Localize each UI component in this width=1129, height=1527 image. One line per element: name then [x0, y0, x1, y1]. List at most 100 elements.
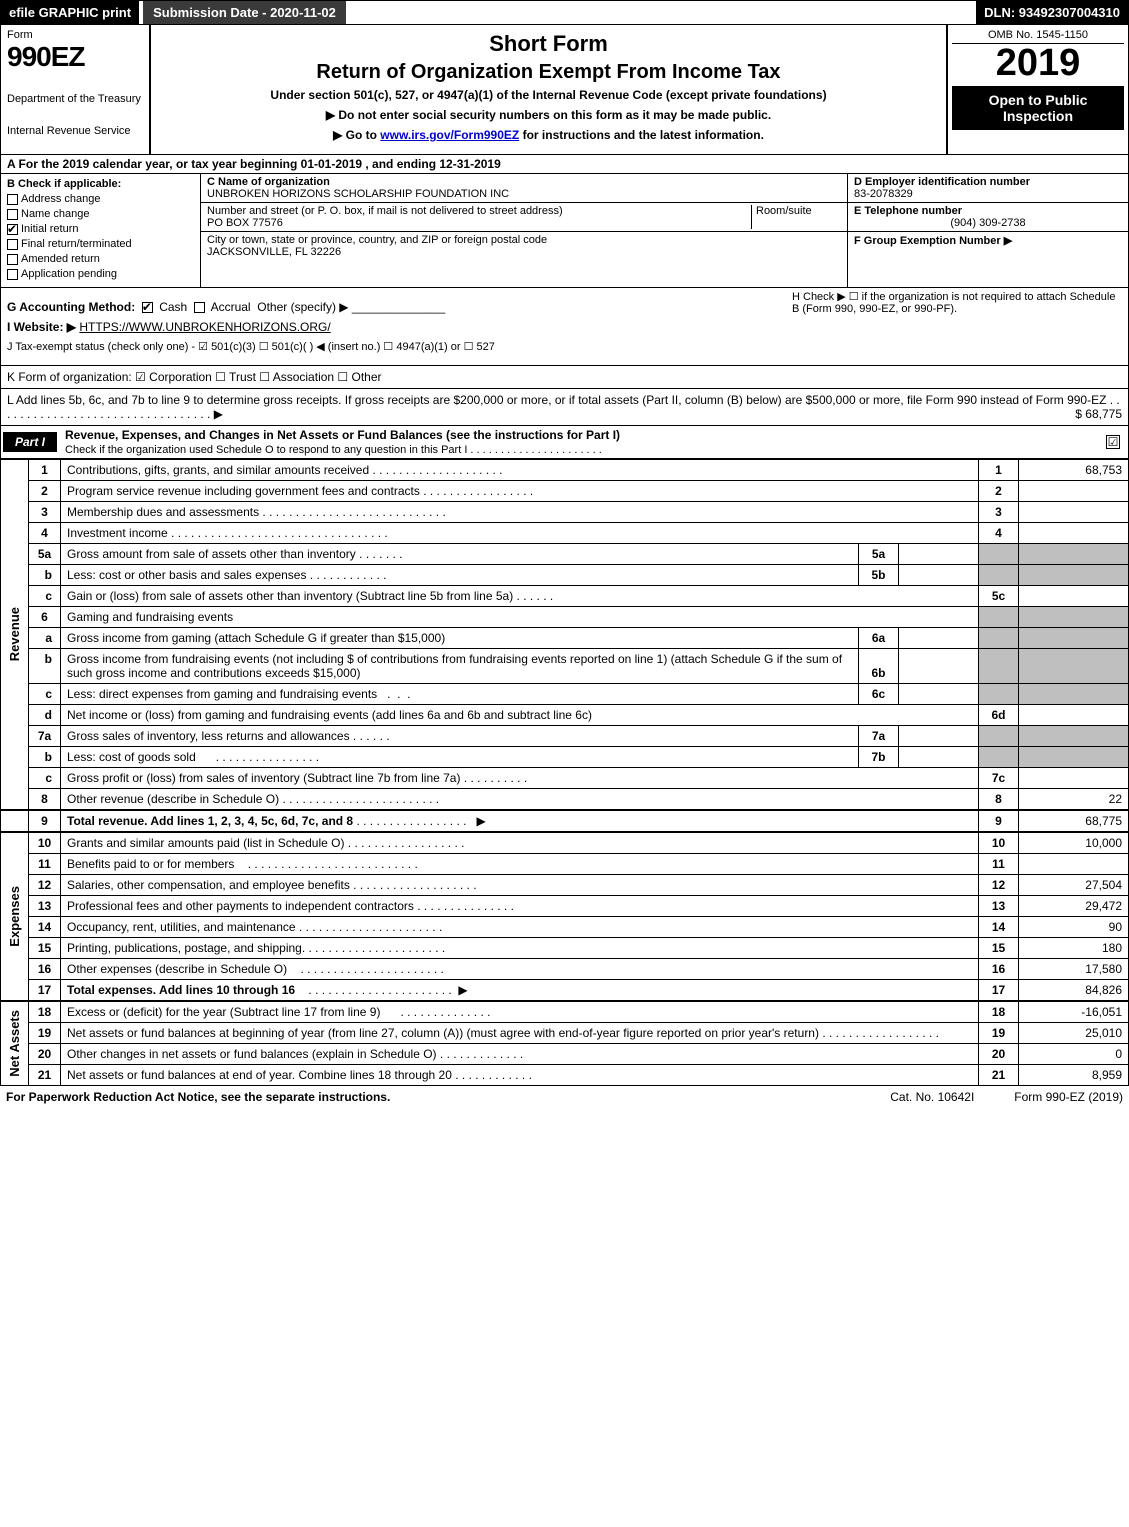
- city-label: City or town, state or province, country…: [207, 234, 547, 246]
- line-desc: Benefits paid to or for members . . . . …: [61, 854, 979, 875]
- check-final-return[interactable]: Final return/terminated: [7, 238, 194, 250]
- line-num: c: [29, 768, 61, 789]
- form-header: Form 990EZ Department of the Treasury In…: [0, 25, 1129, 155]
- line-num: 9: [29, 810, 61, 832]
- line-desc: Total expenses. Add lines 10 through 16 …: [61, 980, 979, 1002]
- line-desc: Gain or (loss) from sale of assets other…: [61, 586, 979, 607]
- row-g-other: Other (specify) ▶: [257, 300, 348, 314]
- line-right-num: 3: [979, 502, 1019, 523]
- line-value: [1019, 768, 1129, 789]
- line-desc: Other expenses (describe in Schedule O) …: [61, 959, 979, 980]
- line-right-num: 16: [979, 959, 1019, 980]
- part1-table: Revenue 1 Contributions, gifts, grants, …: [0, 459, 1129, 1086]
- line-desc: Gross income from gaming (attach Schedul…: [61, 628, 859, 649]
- shaded-cell: [979, 684, 1019, 705]
- mid-value: [899, 726, 979, 747]
- line-num: 1: [29, 460, 61, 481]
- line-num: b: [29, 649, 61, 684]
- line-right-num: 19: [979, 1023, 1019, 1044]
- ein-label: D Employer identification number: [854, 176, 1030, 188]
- line-num: 17: [29, 980, 61, 1002]
- row-l-text: L Add lines 5b, 6c, and 7b to line 9 to …: [7, 393, 1120, 421]
- ein-value: 83-2078329: [854, 188, 913, 200]
- row-g-label: G Accounting Method:: [7, 300, 135, 314]
- check-name-change[interactable]: Name change: [7, 208, 194, 220]
- row-j: J Tax-exempt status (check only one) - ☑…: [7, 340, 1122, 353]
- col-b-title: B Check if applicable:: [7, 178, 194, 190]
- line-num: d: [29, 705, 61, 726]
- phone-block: E Telephone number (904) 309-2738: [848, 203, 1128, 232]
- col-b-checkboxes: B Check if applicable: Address change Na…: [1, 174, 201, 287]
- street-value: PO BOX 77576: [207, 217, 283, 229]
- mid-value: [899, 684, 979, 705]
- shaded-cell: [1019, 649, 1129, 684]
- shaded-cell: [979, 544, 1019, 565]
- city-value: JACKSONVILLE, FL 32226: [207, 246, 341, 258]
- mid-value: [899, 628, 979, 649]
- footer-notice: For Paperwork Reduction Act Notice, see …: [6, 1090, 390, 1104]
- shaded-cell: [1019, 628, 1129, 649]
- line-desc: Gross amount from sale of assets other t…: [61, 544, 859, 565]
- org-name: UNBROKEN HORIZONS SCHOLARSHIP FOUNDATION…: [207, 188, 509, 200]
- row-a-tax-year: A For the 2019 calendar year, or tax yea…: [0, 155, 1129, 174]
- line-value: [1019, 502, 1129, 523]
- goto-line: ▶ Go to www.irs.gov/Form990EZ for instru…: [157, 128, 940, 142]
- check-application-pending[interactable]: Application pending: [7, 268, 194, 280]
- org-name-label: C Name of organization: [207, 176, 330, 188]
- tax-year: 2019: [952, 44, 1124, 82]
- mid-line-num: 6b: [859, 649, 899, 684]
- mid-line-num: 7b: [859, 747, 899, 768]
- line-desc: Excess or (deficit) for the year (Subtra…: [61, 1001, 979, 1023]
- subtitle: Under section 501(c), 527, or 4947(a)(1)…: [157, 88, 940, 102]
- mid-value: [899, 649, 979, 684]
- line-right-num: 14: [979, 917, 1019, 938]
- website-value: HTTPS://WWW.UNBROKENHORIZONS.ORG/: [79, 320, 330, 334]
- check-cash[interactable]: [142, 302, 153, 313]
- netassets-section-label: Net Assets: [1, 1001, 29, 1086]
- return-title: Return of Organization Exempt From Incom…: [157, 61, 940, 84]
- efile-print-button[interactable]: efile GRAPHIC print: [1, 1, 139, 24]
- part1-checkbox[interactable]: ☑: [1106, 435, 1128, 450]
- line-right-num: 15: [979, 938, 1019, 959]
- line-num: c: [29, 684, 61, 705]
- line-desc: Net assets or fund balances at beginning…: [61, 1023, 979, 1044]
- line-num: 2: [29, 481, 61, 502]
- org-name-block: C Name of organization UNBROKEN HORIZONS…: [201, 174, 847, 203]
- ssn-warning: ▶ Do not enter social security numbers o…: [157, 108, 940, 122]
- line-desc: Printing, publications, postage, and shi…: [61, 938, 979, 959]
- line-desc: Gross profit or (loss) from sales of inv…: [61, 768, 979, 789]
- line-right-num: 8: [979, 789, 1019, 811]
- line-num: 20: [29, 1044, 61, 1065]
- goto-pre: ▶ Go to: [333, 128, 380, 142]
- line-num: b: [29, 747, 61, 768]
- check-accrual[interactable]: [194, 302, 205, 313]
- row-l-amount: $ 68,775: [1075, 407, 1122, 421]
- irs-link[interactable]: www.irs.gov/Form990EZ: [380, 128, 519, 142]
- short-form-title: Short Form: [157, 31, 940, 57]
- line-desc: Grants and similar amounts paid (list in…: [61, 832, 979, 854]
- line-value: 29,472: [1019, 896, 1129, 917]
- line-desc: Net assets or fund balances at end of ye…: [61, 1065, 979, 1086]
- line-desc: Program service revenue including govern…: [61, 481, 979, 502]
- line-desc: Gross sales of inventory, less returns a…: [61, 726, 859, 747]
- row-i: I Website: ▶ HTTPS://WWW.UNBROKENHORIZON…: [7, 320, 1122, 334]
- line-desc: Net income or (loss) from gaming and fun…: [61, 705, 979, 726]
- shaded-cell: [979, 628, 1019, 649]
- submission-date-button[interactable]: Submission Date - 2020-11-02: [143, 1, 346, 24]
- line-desc: Less: cost of goods sold . . . . . . . .…: [61, 747, 859, 768]
- line-desc: Salaries, other compensation, and employ…: [61, 875, 979, 896]
- line-value: 22: [1019, 789, 1129, 811]
- check-initial-return[interactable]: Initial return: [7, 223, 194, 235]
- revenue-section-label: Revenue: [1, 460, 29, 811]
- part1-title: Revenue, Expenses, and Changes in Net As…: [59, 426, 1106, 458]
- line-value: 68,753: [1019, 460, 1129, 481]
- shaded-cell: [979, 726, 1019, 747]
- line-num: 19: [29, 1023, 61, 1044]
- line-desc: Membership dues and assessments . . . . …: [61, 502, 979, 523]
- check-address-change[interactable]: Address change: [7, 193, 194, 205]
- line-value: 8,959: [1019, 1065, 1129, 1086]
- line-desc: Less: cost or other basis and sales expe…: [61, 565, 859, 586]
- check-amended-return[interactable]: Amended return: [7, 253, 194, 265]
- group-exemption-block: F Group Exemption Number ▶: [848, 232, 1128, 249]
- line-num: 12: [29, 875, 61, 896]
